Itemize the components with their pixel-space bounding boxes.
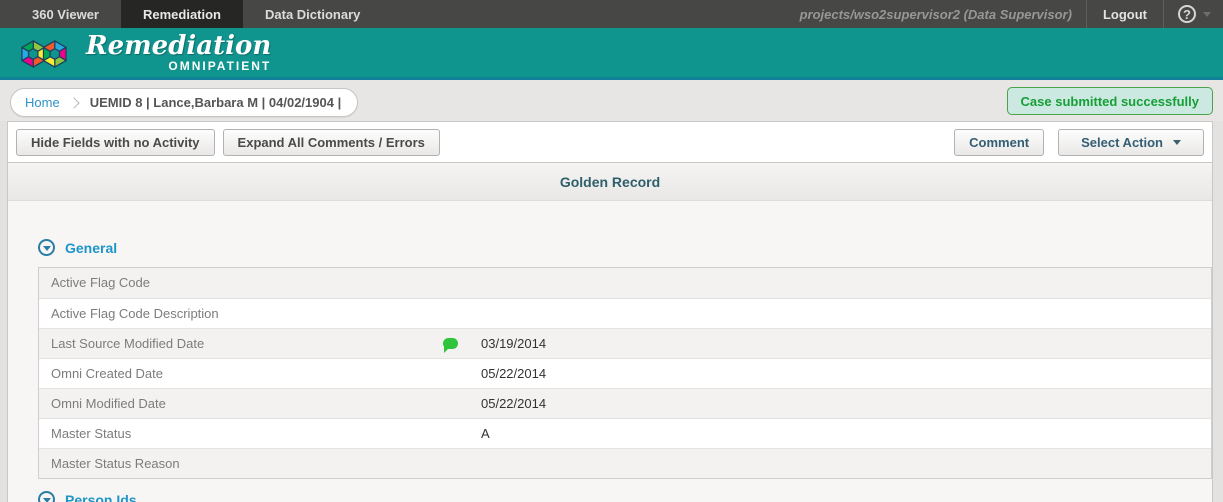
field-row[interactable]: Active Flag Code — [39, 268, 1211, 298]
field-row[interactable]: Omni Created Date 05/22/2014 — [39, 358, 1211, 388]
field-value: 03/19/2014 — [481, 336, 547, 351]
field-label: Master Status — [51, 426, 132, 441]
brand-title: Remediation — [86, 30, 272, 61]
comment-icon[interactable] — [443, 338, 458, 353]
field-row[interactable]: Master Status A — [39, 418, 1211, 448]
field-label: Active Flag Code — [51, 275, 150, 290]
success-alert-message: Case submitted successfully — [1020, 93, 1199, 109]
breadcrumb-current: UEMID 8 | Lance,Barbara M | 04/02/1904 | — [89, 95, 342, 110]
fields-table: Active Flag Code Active Flag Code Descrip… — [38, 267, 1212, 479]
nav-divider — [1163, 0, 1164, 28]
section-label: General — [65, 239, 118, 256]
field-value: A — [481, 426, 490, 441]
field-value: 05/22/2014 — [481, 396, 547, 411]
top-nav-bar: 360 Viewer Remediation Data Dictionary pro… — [0, 0, 1223, 28]
expand-all-comments-button[interactable]: Expand All Comments / Errors — [222, 128, 440, 156]
chevron-down-icon — [1203, 11, 1211, 17]
field-row[interactable]: Omni Modified Date 05/22/2014 — [39, 388, 1211, 418]
section-header-person-ids[interactable]: Person Ids — [38, 491, 1212, 502]
brand-subtitle: OMNIPATIENT — [168, 58, 272, 73]
nav-tab-data-dictionary[interactable]: Data Dictionary — [265, 6, 361, 22]
chevron-down-circle-icon[interactable] — [38, 239, 55, 256]
field-row[interactable]: Active Flag Code Description — [39, 298, 1211, 328]
nav-tabs: 360 Viewer Remediation Data Dictionary — [0, 0, 382, 28]
field-label: Last Source Modified Date — [51, 336, 205, 351]
user-info: projects/wso2supervisor2 (Data Superviso… — [799, 6, 1072, 22]
breadcrumb: Home UEMID 8 | Lance,Barbara M | 04/02/1… — [10, 88, 359, 117]
chevron-down-circle-icon[interactable] — [38, 491, 55, 502]
help-menu-button[interactable]: ? — [1164, 0, 1223, 28]
field-row[interactable]: Last Source Modified Date 03/19/2014 — [39, 328, 1211, 358]
breadcrumb-home-link[interactable]: Home — [25, 95, 60, 110]
select-action-label: Select Action — [1081, 134, 1163, 150]
section-header-general[interactable]: General — [38, 239, 1212, 256]
field-label: Master Status Reason — [51, 456, 180, 471]
success-alert: Case submitted successfully — [1006, 87, 1213, 115]
section-label: Person Ids — [65, 491, 137, 502]
nav-spacer — [382, 0, 785, 28]
nav-divider — [1085, 0, 1087, 28]
toolbar: Hide Fields with no Activity Expand All … — [7, 121, 1213, 163]
brand-logo — [21, 39, 67, 68]
field-label: Omni Created Date — [51, 366, 163, 381]
field-row[interactable]: Master Status Reason — [39, 448, 1211, 478]
breadcrumb-bar: Home UEMID 8 | Lance,Barbara M | 04/02/1… — [0, 80, 1223, 121]
select-action-dropdown[interactable]: Select Action — [1058, 128, 1204, 156]
caret-down-icon — [1173, 139, 1181, 145]
chevron-right-icon — [68, 96, 80, 109]
field-label: Omni Modified Date — [51, 396, 166, 411]
brand-header: Remediation OMNIPATIENT — [0, 28, 1223, 80]
hide-fields-button[interactable]: Hide Fields with no Activity — [16, 128, 215, 156]
nav-tab-360-viewer[interactable]: 360 Viewer — [32, 6, 99, 22]
logout-button[interactable]: Logout — [1102, 6, 1147, 22]
record-title-band: Golden Record — [8, 163, 1212, 201]
main-content: Golden Record General Active Flag Code Ac… — [7, 163, 1213, 502]
field-label: Active Flag Code Description — [51, 306, 219, 321]
field-value: 05/22/2014 — [481, 366, 547, 381]
comment-button[interactable]: Comment — [954, 128, 1045, 156]
page-title: Golden Record — [559, 173, 661, 190]
nav-tab-remediation[interactable]: Remediation — [120, 0, 243, 28]
help-icon[interactable]: ? — [1178, 5, 1196, 23]
